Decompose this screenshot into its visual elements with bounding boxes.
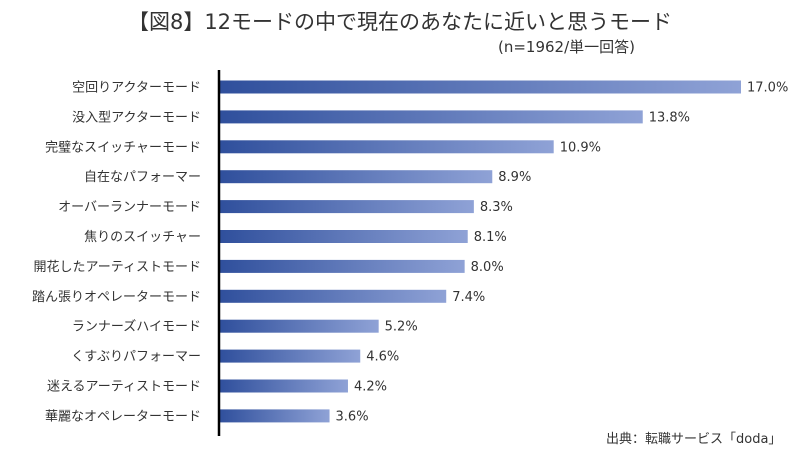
value-label: 17.0%	[747, 81, 788, 96]
bar	[219, 379, 348, 393]
value-label: 3.6%	[336, 409, 369, 424]
category-label: 踏ん張りオペレーターモード	[32, 290, 201, 305]
bars	[219, 80, 741, 423]
bar	[219, 170, 493, 184]
category-label: 自在なパフォーマー	[84, 170, 201, 185]
value-label: 5.2%	[385, 320, 418, 335]
value-label: 7.4%	[452, 290, 485, 305]
bar	[219, 140, 554, 154]
bar	[219, 349, 361, 363]
category-labels: 空回りアクターモード没入型アクターモード完璧なスイッチャーモード自在なパフォーマ…	[32, 81, 201, 425]
value-label: 8.9%	[498, 170, 531, 185]
bar	[219, 319, 379, 333]
value-labels: 17.0% 13.8% 10.9% 8.9% 8.3% 8.1% 8.0% 7.4% 5.2% 4…	[336, 81, 789, 425]
bar	[219, 409, 330, 423]
category-label: 開花したアーティストモード	[34, 259, 201, 275]
bar	[219, 110, 643, 124]
chart-subtitle: (n=1962/単一回答)	[498, 38, 636, 56]
value-label: 8.1%	[474, 230, 507, 245]
category-label: 空回りアクターモード	[72, 81, 201, 96]
value-label: 8.3%	[480, 200, 513, 215]
value-label: 8.0%	[471, 260, 504, 275]
category-label: 完璧なスイッチャーモード	[45, 139, 201, 155]
category-label: オーバーランナーモード	[58, 200, 201, 215]
value-label: 4.2%	[354, 380, 387, 395]
value-label: 10.9%	[560, 140, 601, 155]
category-label: ランナーズハイモード	[72, 319, 201, 335]
bar	[219, 200, 474, 214]
category-label: 迷えるアーティストモード	[47, 380, 201, 395]
bar	[219, 289, 447, 303]
value-label: 13.8%	[649, 110, 690, 125]
category-label: 没入型アクターモード	[72, 110, 201, 125]
category-label: 華麗なオペレーターモード	[45, 409, 201, 424]
chart-title: 【図8】12モードの中で現在のあなたに近いと思うモード	[127, 10, 673, 34]
category-label: くすぶりパフォーマー	[71, 350, 201, 365]
bar	[219, 80, 741, 94]
bar	[219, 230, 468, 243]
value-label: 4.6%	[366, 350, 399, 365]
bar	[219, 259, 465, 273]
source-note: 出典：転職サービス「doda」	[606, 432, 782, 447]
category-label: 焦りのスイッチャー	[84, 230, 201, 245]
